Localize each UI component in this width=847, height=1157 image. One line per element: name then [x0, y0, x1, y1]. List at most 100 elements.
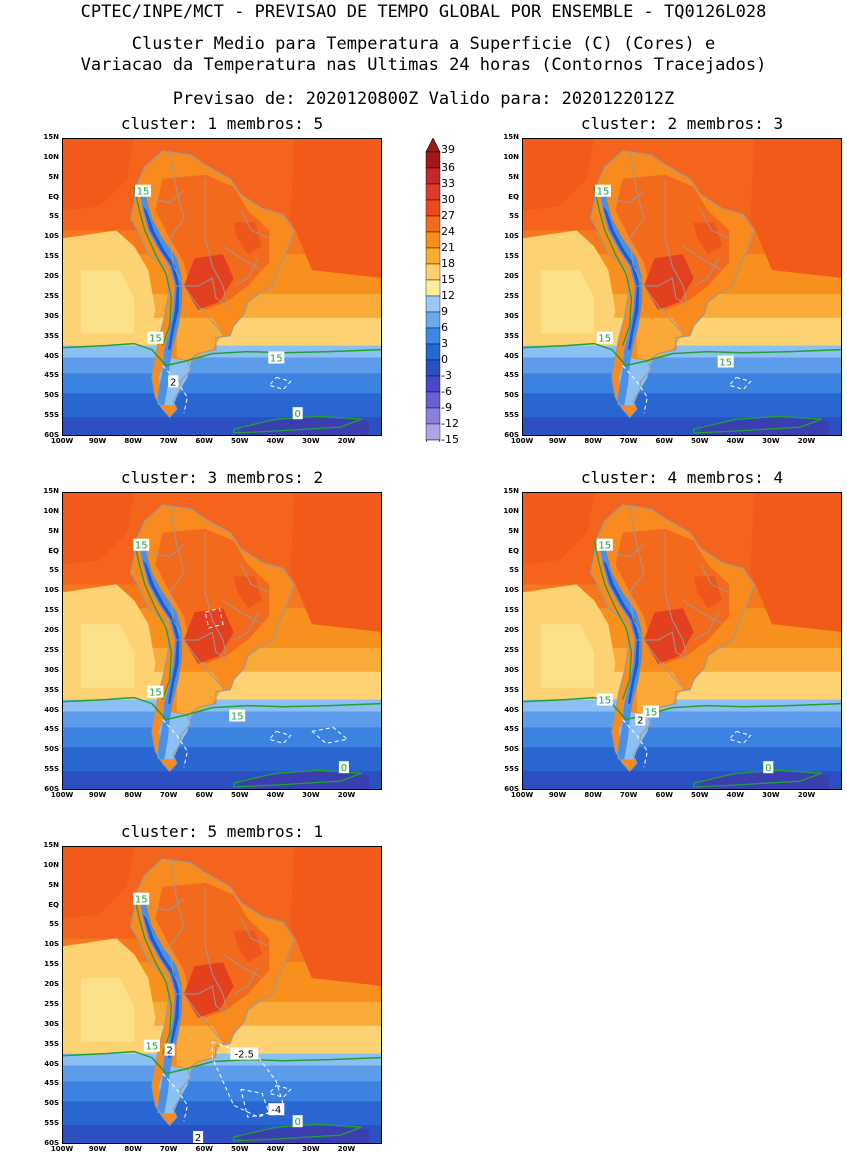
contour-label: 2	[164, 1043, 175, 1057]
lat-tick-label: 10S	[44, 586, 59, 595]
colorbar-segment	[425, 343, 441, 361]
lat-tick-label: 50S	[504, 745, 519, 754]
lon-tick-label: 90W	[88, 1145, 107, 1153]
colorbar-segment	[425, 279, 441, 297]
lat-tick-label: 30S	[44, 665, 59, 674]
svg-text:-2.5: -2.5	[235, 1050, 255, 1061]
lat-tick-label: 55S	[504, 765, 519, 774]
lon-tick-label: 30W	[302, 791, 320, 799]
lon-tick-label: 30W	[302, 1145, 320, 1153]
map-panel-5: 15 15 2 -2.5 -4 0 2	[62, 846, 382, 1144]
svg-text:15: 15	[719, 358, 732, 369]
lat-tick-label: 60S	[504, 431, 519, 439]
subtitle-line-1: Cluster Medio para Temperatura a Superfi…	[131, 34, 716, 54]
panel-title-1: cluster: 1 membros: 5	[120, 114, 324, 133]
lon-tick-label: 20W	[337, 437, 356, 445]
contour-label: 0	[338, 761, 349, 774]
lon-tick-label: 30W	[762, 437, 780, 445]
colorbar-bottom-arrow	[425, 439, 441, 442]
lon-tick-label: 80W	[584, 791, 602, 799]
colorbar-segment	[425, 231, 441, 249]
map-panel-4: 15 15 15 2 0	[522, 492, 842, 790]
colorbar-label: -15	[441, 433, 459, 446]
lat-tick-label: 60S	[504, 785, 519, 793]
contour-label: 15	[596, 331, 613, 345]
colorbar-top-arrow	[425, 138, 441, 153]
colorbar-label: 27	[441, 209, 455, 222]
lat-tick-label: 5N	[508, 526, 519, 535]
colorbar-label: -12	[441, 417, 459, 430]
contour-label: 2	[193, 1131, 204, 1143]
lon-tick-label: 70W	[619, 437, 638, 445]
lat-tick-label: 5S	[509, 212, 519, 221]
colorbar-segment	[425, 247, 441, 265]
lon-tick-label: 50W	[231, 1145, 249, 1153]
colorbar-segment	[425, 391, 441, 409]
svg-text:15: 15	[598, 696, 611, 707]
colorbar-label: -9	[441, 401, 452, 414]
colorbar-label: 24	[441, 225, 455, 238]
lon-tick-label: 100W	[50, 791, 74, 799]
svg-text:-4: -4	[271, 1105, 281, 1116]
lat-tick-label: 35S	[44, 331, 59, 340]
svg-text:15: 15	[146, 1042, 159, 1053]
lat-tick-label: 40S	[504, 351, 519, 360]
lat-tick-label: 60S	[44, 1139, 59, 1147]
lon-tick-label: 50W	[231, 791, 249, 799]
lat-tick-label: 35S	[44, 1039, 59, 1048]
contour-label: 15	[268, 351, 285, 365]
lon-tick-label: 90W	[548, 437, 567, 445]
lat-tick-label: 50S	[504, 391, 519, 400]
lon-tick-label: 70W	[619, 791, 638, 799]
lat-tick-label: 15N	[43, 841, 59, 849]
colorbar-segment	[425, 311, 441, 329]
lat-tick-label: 40S	[44, 351, 59, 360]
lat-tick-label: 15N	[43, 133, 59, 141]
lon-tick-label: 100W	[50, 1145, 74, 1153]
colorbar-segment	[425, 375, 441, 393]
colorbar-label: 30	[441, 193, 455, 206]
contour-label: 15	[133, 538, 150, 552]
colorbar-segment	[425, 295, 441, 313]
lat-tick-label: EQ	[508, 192, 519, 201]
lat-tick-label: 55S	[504, 411, 519, 420]
lat-tick-label: 40S	[44, 705, 59, 714]
lon-tick-label: 20W	[337, 791, 356, 799]
lat-tick-label: 15S	[44, 960, 59, 969]
lon-tick-label: 100W	[510, 791, 534, 799]
panel-title-2: cluster: 2 membros: 3	[580, 114, 784, 133]
lat-tick-label: 35S	[504, 685, 519, 694]
lat-tick-label: 40S	[44, 1059, 59, 1068]
colorbar-segment	[425, 407, 441, 425]
lat-tick-label: 45S	[44, 725, 59, 734]
map-panel-2: 15 15 15	[522, 138, 842, 436]
lon-tick-label: 60W	[655, 437, 673, 445]
colorbar-label: -6	[441, 385, 452, 398]
contour-label: 15	[595, 184, 611, 198]
lat-tick-label: 20S	[44, 272, 59, 281]
lat-tick-label: 45S	[504, 725, 519, 734]
colorbar	[425, 138, 441, 442]
lon-tick-label: 60W	[655, 791, 673, 799]
colorbar-label: 18	[441, 257, 455, 270]
lat-tick-label: 10S	[44, 232, 59, 241]
lon-tick-label: 20W	[797, 791, 816, 799]
lon-tick-label: 60W	[195, 791, 213, 799]
lat-tick-label: 10N	[503, 152, 519, 161]
lat-tick-label: 20S	[504, 272, 519, 281]
lon-tick-label: 90W	[88, 791, 107, 799]
lon-tick-label: 30W	[762, 791, 780, 799]
main-title: CPTEC/INPE/MCT - PREVISAO DE TEMPO GLOBA…	[80, 2, 767, 22]
lat-tick-label: 60S	[44, 785, 59, 793]
lon-tick-label: 40W	[726, 791, 745, 799]
lon-tick-label: 80W	[124, 1145, 142, 1153]
lat-tick-label: 10S	[504, 232, 519, 241]
colorbar-segment	[425, 199, 441, 217]
lon-tick-label: 40W	[266, 437, 285, 445]
svg-text:2: 2	[170, 377, 176, 388]
lat-tick-label: 5N	[48, 172, 59, 181]
colorbar-label: 9	[441, 305, 448, 318]
svg-text:0: 0	[341, 763, 347, 774]
lat-tick-label: 30S	[44, 311, 59, 320]
colorbar-segment	[425, 359, 441, 377]
